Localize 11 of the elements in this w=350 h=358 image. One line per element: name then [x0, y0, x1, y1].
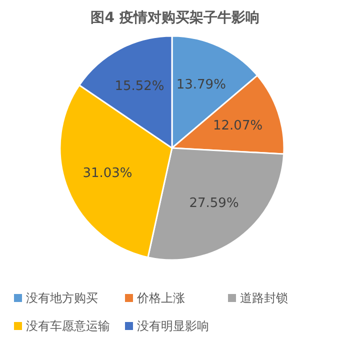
- data-label: 12.07%: [213, 118, 263, 134]
- legend-label: 道路封锁: [240, 291, 288, 305]
- legend-label: 没有地方购买: [26, 291, 98, 305]
- legend-label: 没有明显影响: [137, 319, 209, 333]
- data-label: 13.79%: [176, 77, 226, 92]
- legend-label: 没有车愿意运输: [26, 319, 110, 333]
- data-label: 15.52%: [114, 79, 164, 94]
- data-label: 31.03%: [82, 166, 132, 182]
- legend-label: 价格上涨: [136, 291, 185, 305]
- data-label: 27.59%: [189, 196, 239, 211]
- chart-title: 图4 疫情对购买架子牛影响: [90, 9, 260, 26]
